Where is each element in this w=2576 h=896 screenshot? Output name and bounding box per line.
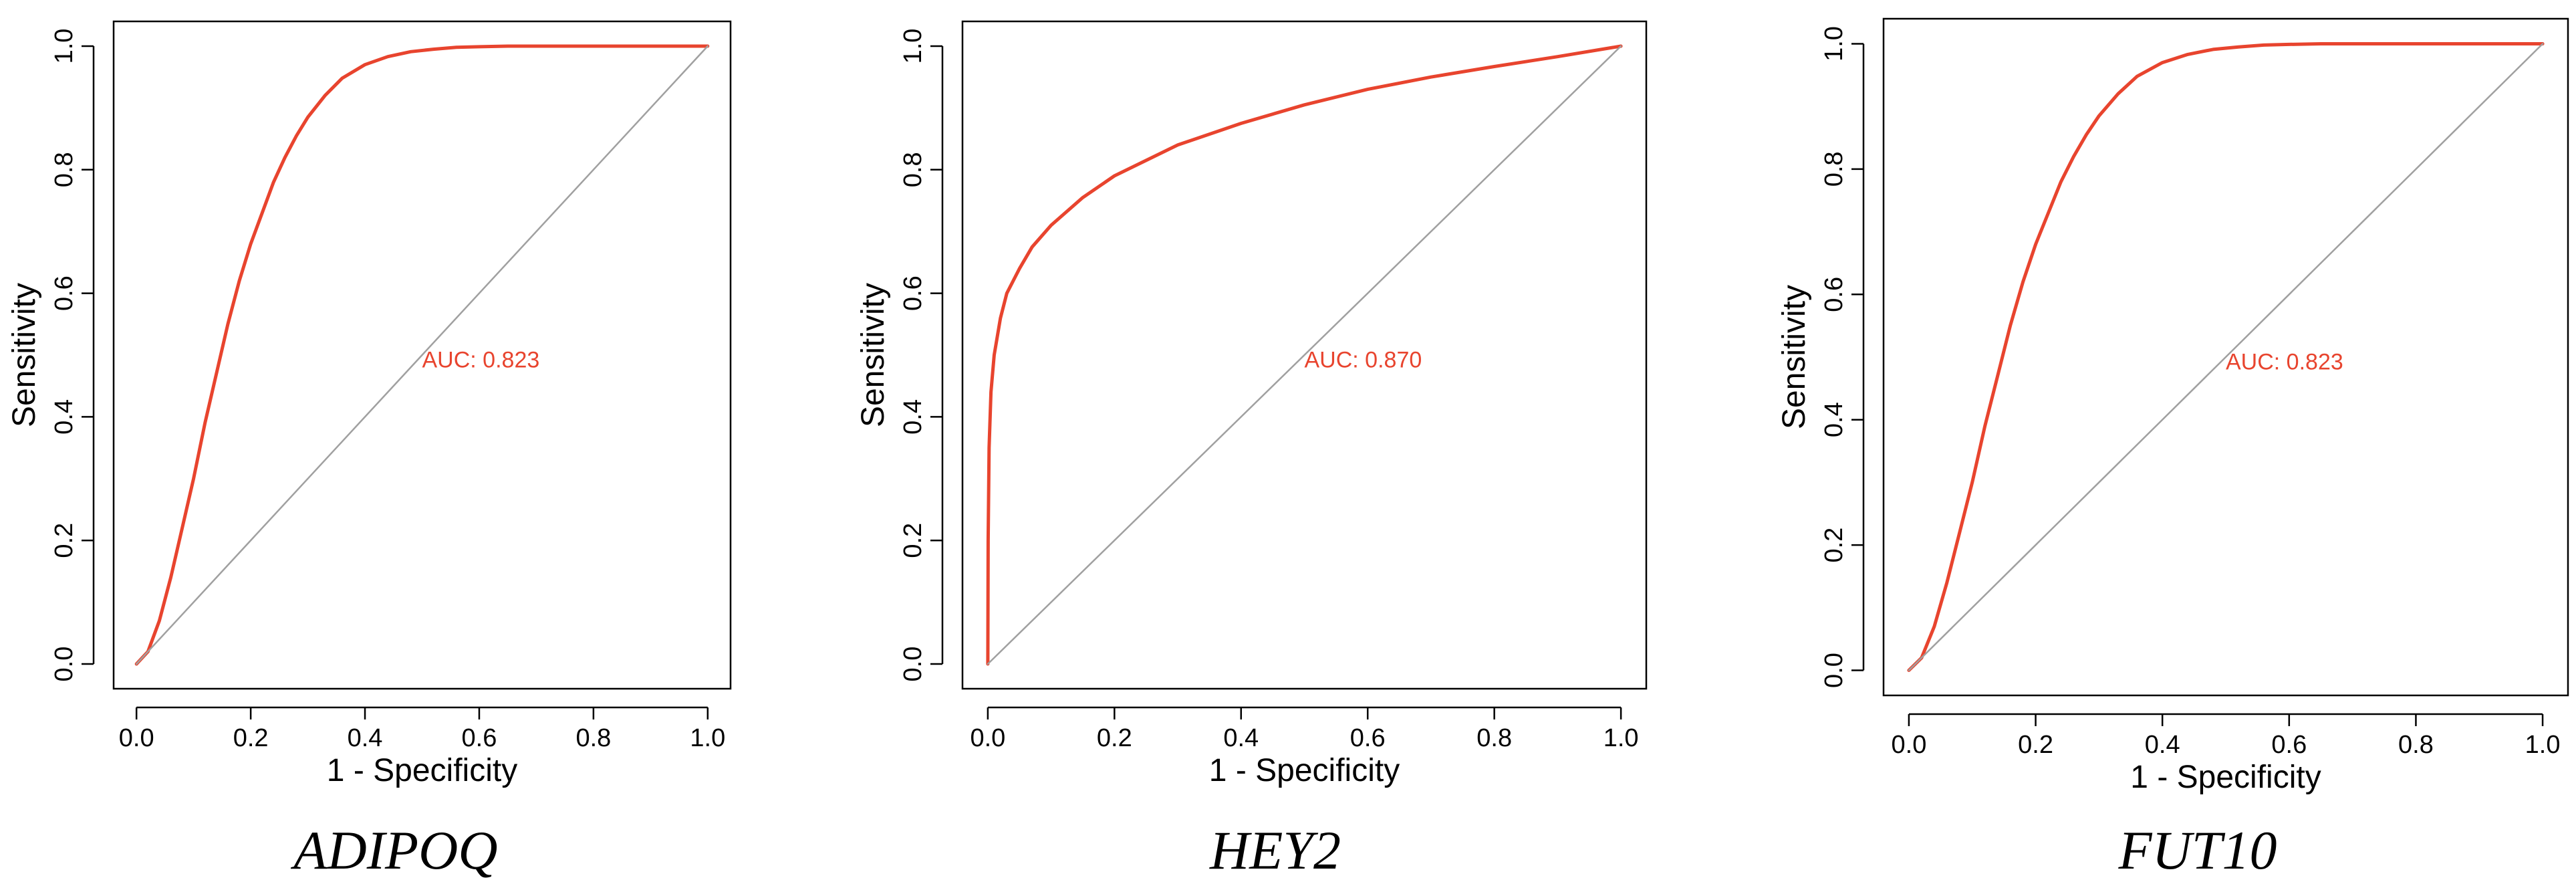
- y-tick-label: 0.8: [50, 152, 78, 187]
- x-tick-label: 0.8: [575, 724, 611, 752]
- y-tick-label: 0.6: [899, 275, 927, 311]
- y-axis-title: Sensitivity: [856, 283, 891, 427]
- x-tick-label: 0.4: [2145, 731, 2180, 759]
- y-tick-label: 1.0: [50, 29, 78, 64]
- x-tick-label: 1.0: [1603, 724, 1639, 752]
- y-tick-label: 0.4: [1820, 402, 1848, 437]
- roc-panel-hey2: 0.0 0.2 0.4 0.6 0.8 1.0 1 - Specificity 0.0 0.2 0…: [856, 20, 1648, 788]
- x-tick-label: 0.2: [233, 724, 269, 752]
- x-tick-label: 0.6: [462, 724, 497, 752]
- y-axis-title: Sensitivity: [1777, 285, 1812, 429]
- y-tick-label: 0.0: [1820, 653, 1848, 688]
- plot-frame-fut10: [1882, 17, 2569, 697]
- x-tick-label: 0.0: [1892, 731, 1927, 759]
- x-tick-label: 0.4: [348, 724, 383, 752]
- x-tick-label: 1.0: [690, 724, 725, 752]
- y-tick-label: 1.0: [1820, 26, 1848, 62]
- roc-curve-fut10: [1907, 42, 2545, 672]
- plot-frame-hey2: [961, 20, 1648, 690]
- gene-label-hey2: HEY2: [1210, 820, 1341, 881]
- x-tick-label: 0.2: [2018, 731, 2053, 759]
- roc-curve-hey2: [986, 44, 1623, 666]
- y-tick-label: 0.2: [50, 523, 78, 558]
- reference-diagonal-fut10: [1908, 43, 2544, 671]
- y-tick-label: 0.4: [899, 399, 927, 435]
- y-tick-label: 0.6: [1820, 277, 1848, 312]
- y-tick-label: 0.4: [50, 399, 78, 435]
- x-axis-title: 1 - Specificity: [327, 753, 517, 788]
- x-tick-label: 1.0: [2525, 731, 2561, 759]
- roc-panel-adipoq: 0.0 0.2 0.4 0.6 0.8 1.0 1 - Specificity 0.0 0.2 0…: [7, 20, 732, 788]
- reference-diagonal-adipoq: [135, 45, 709, 665]
- reference-diagonal-hey2: [987, 45, 1622, 665]
- y-tick-label: 0.2: [899, 523, 927, 558]
- roc-charts-svg: 0.0 0.2 0.4 0.6 0.8 1.0 1 - Specificity 0.0 0.2 0…: [7, 17, 2569, 795]
- y-tick-label: 0.8: [1820, 151, 1848, 187]
- x-tick-label: 0.0: [970, 724, 1005, 752]
- y-tick-label: 0.0: [899, 647, 927, 682]
- y-tick-label: 0.0: [50, 647, 78, 682]
- auc-label-adipoq: AUC: 0.823: [422, 347, 540, 372]
- x-axis-title: 1 - Specificity: [1209, 753, 1400, 788]
- x-tick-label: 0.2: [1097, 724, 1132, 752]
- x-tick-label: 0.6: [2271, 731, 2307, 759]
- roc-curve-adipoq: [134, 44, 710, 666]
- x-tick-label: 0.8: [1476, 724, 1512, 752]
- auc-label-fut10: AUC: 0.823: [2226, 350, 2343, 375]
- x-axis-title: 1 - Specificity: [2130, 760, 2321, 795]
- plot-frame-adipoq: [112, 20, 732, 690]
- gene-label-adipoq: ADIPOQ: [293, 820, 498, 881]
- x-tick-label: 0.6: [1350, 724, 1386, 752]
- x-tick-label: 0.8: [2398, 731, 2434, 759]
- auc-label-hey2: AUC: 0.870: [1305, 347, 1422, 372]
- x-tick-label: 0.0: [119, 724, 154, 752]
- x-tick-label: 0.4: [1223, 724, 1259, 752]
- gene-label-fut10: FUT10: [2118, 820, 2277, 881]
- roc-panel-fut10: 0.0 0.2 0.4 0.6 0.8 1.0 1 - Specificity 0.0 0.2 0…: [1777, 17, 2569, 795]
- y-tick-label: 0.8: [899, 152, 927, 187]
- y-tick-label: 0.6: [50, 275, 78, 311]
- y-axis-title: Sensitivity: [7, 283, 42, 427]
- y-tick-label: 0.2: [1820, 528, 1848, 563]
- y-tick-label: 1.0: [899, 29, 927, 64]
